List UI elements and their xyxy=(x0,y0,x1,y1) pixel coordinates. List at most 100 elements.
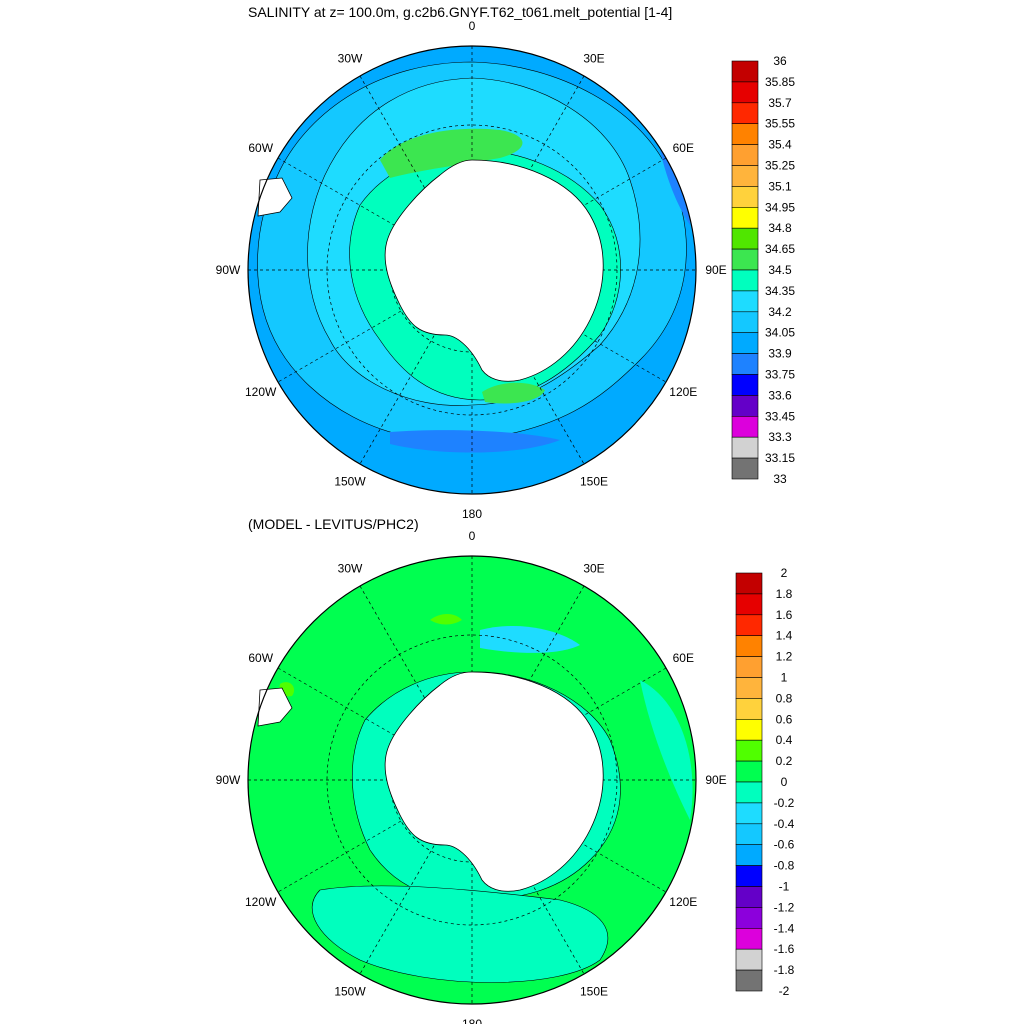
bottom-colorbar-swatch xyxy=(735,698,763,720)
bottom-lon-label: 180 xyxy=(462,1017,482,1024)
top-south-america xyxy=(257,177,293,217)
top-antarctica-landmass xyxy=(384,159,604,382)
top-colorbar-label: 35.25 xyxy=(765,159,795,173)
top-colorbar-label: 33.9 xyxy=(768,347,792,361)
top-colorbar-swatch xyxy=(731,248,759,271)
bottom-colorbar-label: -0.6 xyxy=(774,838,795,852)
top-colorbar-swatch xyxy=(731,332,759,354)
top-colorbar-label: 34.2 xyxy=(768,305,792,319)
top-map-border xyxy=(247,45,697,495)
bottom-lon-label: 90W xyxy=(216,773,241,787)
top-lon-label: 30E xyxy=(583,52,604,66)
bottom-colorbar-swatch xyxy=(735,865,763,887)
bottom-colorbar-swatch xyxy=(735,907,763,929)
bottom-colorbar: 2 1.8 1.6 1.4 1.2 1 0.8 0.6 0.4 0.2 0 -0.2 -0.4 -0.6 -… xyxy=(735,566,795,998)
top-colorbar-swatch xyxy=(731,81,759,104)
bottom-colorbar-swatch xyxy=(735,844,763,866)
bottom-colorbar-label: -0.8 xyxy=(774,859,795,873)
top-lon-label: 120E xyxy=(669,385,697,399)
bottom-colorbar-label: 0.2 xyxy=(776,754,793,768)
bottom-lon-label: 60W xyxy=(248,651,273,665)
top-colorbar-swatch xyxy=(731,290,759,313)
top-colorbar-label: 33.75 xyxy=(765,368,795,382)
bottom-south-america xyxy=(257,687,293,727)
top-colorbar-label: 35.4 xyxy=(768,138,792,152)
bottom-colorbar-swatch xyxy=(735,823,763,845)
top-colorbar-label: 34.5 xyxy=(768,263,792,277)
bottom-colorbar-swatch xyxy=(735,760,763,783)
bottom-colorbar-swatch xyxy=(735,677,763,699)
top-lon-label: 0 xyxy=(469,19,476,33)
top-colorbar-label: 33.6 xyxy=(768,388,792,402)
top-lon-label: 60E xyxy=(673,141,694,155)
bottom-colorbar-label: -2 xyxy=(779,984,790,998)
bottom-polar-map: 0 30E 60E 90E 120E 150E 180 150W 120W 90W 60W 30W xyxy=(216,529,727,1024)
top-colorbar-label: 35.85 xyxy=(765,75,795,89)
top-colorbar-label: 35.55 xyxy=(765,117,795,131)
top-colorbar-label: 34.65 xyxy=(765,242,795,256)
bottom-colorbar-swatch xyxy=(735,927,763,950)
top-colorbar-swatch xyxy=(731,165,759,187)
bottom-colorbar-swatch xyxy=(735,718,763,741)
top-weddell-high-salinity xyxy=(380,128,523,178)
top-colorbar-label: 35.7 xyxy=(768,96,792,110)
top-lon-label: 150E xyxy=(580,474,608,488)
bottom-colorbar-label: 0 xyxy=(781,775,788,789)
bottom-colorbar-swatch xyxy=(735,886,763,908)
top-colorbar-swatch xyxy=(731,207,759,229)
bottom-lon-label: 30E xyxy=(583,562,604,576)
bottom-lon-label: 150E xyxy=(580,984,608,998)
top-colorbar-swatch xyxy=(731,311,759,333)
top-colorbar-swatch xyxy=(731,123,759,145)
top-colorbar-label: 36 xyxy=(773,54,787,68)
top-colorbar-swatch xyxy=(731,395,759,417)
top-map-title: SALINITY at z= 100.0m, g.c2b6.GNYF.T62_t… xyxy=(248,4,673,20)
top-colorbar-swatch xyxy=(731,186,759,208)
bottom-positive-patch xyxy=(430,614,462,625)
top-polar-map: 0 30E 60E 90E 120E 150E 180 150W 120W 90W 60W 30W xyxy=(216,19,727,521)
top-east-low-salinity xyxy=(660,150,691,225)
top-lon-label: 90W xyxy=(216,263,241,277)
bottom-colorbar-swatch xyxy=(735,635,763,657)
bottom-east-negative xyxy=(640,680,693,820)
top-colorbar-swatch xyxy=(731,102,759,125)
top-colorbar-swatch xyxy=(731,227,759,250)
bottom-colorbar-label: 0.4 xyxy=(776,733,793,747)
bottom-colorbar-swatch xyxy=(735,593,763,616)
bottom-colorbar-label: 1.8 xyxy=(776,587,793,601)
top-colorbar-swatch xyxy=(731,144,759,166)
bottom-lon-label: 120W xyxy=(245,895,277,909)
top-colorbar: 36 35.85 35.7 35.55 35.4 35.25 35.1 34.95 34.8 34… xyxy=(731,54,795,486)
bottom-colorbar-swatch xyxy=(735,802,763,825)
bottom-map-title: (MODEL - LEVITUS/PHC2) xyxy=(248,516,419,532)
bottom-north-negative xyxy=(480,625,580,653)
bottom-lon-label: 60E xyxy=(673,651,694,665)
bottom-colorbar-label: 1.4 xyxy=(776,629,793,643)
top-colorbar-label: 33 xyxy=(773,472,787,486)
top-lon-label: 90E xyxy=(705,263,726,277)
top-colorbar-label: 35.1 xyxy=(768,179,792,193)
top-colorbar-label: 34.95 xyxy=(765,200,795,214)
bottom-colorbar-swatch xyxy=(735,781,763,804)
top-south-low-salinity xyxy=(390,430,560,453)
top-colorbar-swatch xyxy=(731,415,759,438)
bottom-colorbar-label: 0.6 xyxy=(776,712,793,726)
bottom-colorbar-label: -1 xyxy=(779,880,790,894)
bottom-lon-label: 150W xyxy=(334,984,366,998)
bottom-lon-label: 90E xyxy=(705,773,726,787)
bottom-colorbar-label: 1 xyxy=(781,671,788,685)
top-colorbar-label: 33.15 xyxy=(765,451,795,465)
top-lon-label: 60W xyxy=(248,141,273,155)
bottom-colorbar-label: -1.4 xyxy=(774,921,795,935)
bottom-colorbar-swatch xyxy=(735,739,763,762)
bottom-colorbar-swatch xyxy=(735,656,763,678)
top-ross-high-salinity xyxy=(482,382,545,404)
bottom-colorbar-label: -0.2 xyxy=(774,796,795,810)
top-colorbar-label: 34.35 xyxy=(765,284,795,298)
bottom-colorbar-label: 2 xyxy=(781,566,788,580)
top-colorbar-label: 34.05 xyxy=(765,326,795,340)
top-lon-label: 180 xyxy=(462,507,482,521)
top-colorbar-label: 34.8 xyxy=(768,221,792,235)
bottom-colorbar-label: 1.2 xyxy=(776,650,793,664)
